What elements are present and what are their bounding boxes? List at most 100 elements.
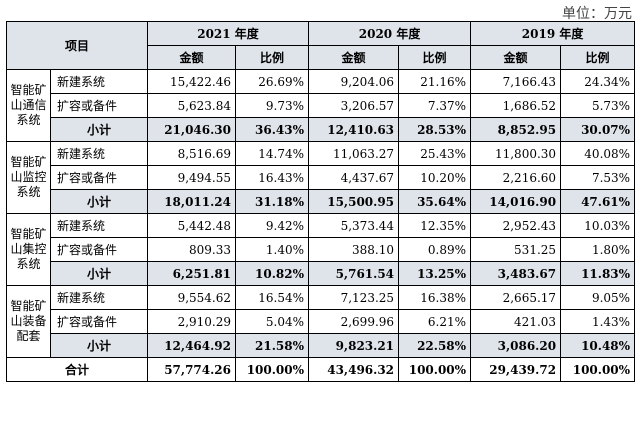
ratio-cell: 10.48% xyxy=(560,333,636,358)
amount-cell: 8,516.69 xyxy=(147,141,237,166)
amount-cell: 5,623.84 xyxy=(147,93,237,118)
amount-cell: 14,016.90 xyxy=(470,189,562,214)
ratio-cell: 40.08% xyxy=(560,141,636,166)
ratio-cell: 28.53% xyxy=(398,117,472,142)
ratio-cell: 26.69% xyxy=(235,69,310,94)
ratio-cell: 30.07% xyxy=(560,117,636,142)
subtotal-row: 小计 6,251.81 10.82% 5,761.54 13.25% 3,483.67 11… xyxy=(7,261,636,286)
ratio-cell: 10.03% xyxy=(560,213,636,238)
subtotal-label: 小计 xyxy=(49,117,149,142)
amount-cell: 29,439.72 xyxy=(470,357,562,382)
ratio-cell: 47.61% xyxy=(560,189,636,214)
item-label: 扩容或备件 xyxy=(49,93,149,118)
header-row-years: 项目 2021 年度 2020 年度 2019 年度 xyxy=(5,21,636,70)
amount-cell: 3,086.20 xyxy=(470,333,562,358)
ratio-cell: 21.58% xyxy=(235,333,310,358)
category-cell: 智能矿山通信系统 xyxy=(6,69,51,142)
ratio-cell: 13.25% xyxy=(398,261,472,286)
category-cell: 智能矿山集控系统 xyxy=(6,213,51,286)
amount-cell: 421.03 xyxy=(470,309,562,334)
category-cell: 智能矿山装备配套 xyxy=(6,285,51,358)
ratio-cell: 9.05% xyxy=(560,285,636,310)
amount-cell: 5,442.48 xyxy=(147,213,237,238)
ratio-cell: 25.43% xyxy=(398,141,472,166)
ratio-cell: 9.73% xyxy=(235,93,310,118)
amount-cell: 2,952.43 xyxy=(470,213,562,238)
ratio-cell: 7.53% xyxy=(560,165,636,190)
amount-cell: 43,496.32 xyxy=(308,357,400,382)
amount-cell: 2,665.17 xyxy=(470,285,562,310)
item-label: 新建系统 xyxy=(49,69,149,94)
amount-cell: 2,910.29 xyxy=(147,309,237,334)
header-year-2019: 2019 年度 xyxy=(470,21,636,46)
amount-cell: 21,046.30 xyxy=(147,117,237,142)
table-body: 项目 2021 年度 2020 年度 2019 年度 金额 比例 金额 比例 金… xyxy=(5,21,636,382)
ratio-cell: 21.16% xyxy=(398,69,472,94)
header-ratio: 比例 xyxy=(560,45,636,70)
amount-cell: 18,011.24 xyxy=(147,189,237,214)
ratio-cell: 0.89% xyxy=(398,237,472,262)
total-label: 合计 xyxy=(5,357,149,382)
amount-cell: 11,063.27 xyxy=(308,141,400,166)
ratio-cell: 1.43% xyxy=(560,309,636,334)
amount-cell: 8,852.95 xyxy=(470,117,562,142)
amount-cell: 12,410.63 xyxy=(308,117,400,142)
amount-cell: 4,437.67 xyxy=(308,165,400,190)
ratio-cell: 9.42% xyxy=(235,213,310,238)
amount-cell: 7,123.25 xyxy=(308,285,400,310)
ratio-cell: 7.37% xyxy=(398,93,472,118)
item-label: 扩容或备件 xyxy=(49,237,149,262)
header-ratio: 比例 xyxy=(235,45,310,70)
ratio-cell: 12.35% xyxy=(398,213,472,238)
amount-cell: 3,206.57 xyxy=(308,93,400,118)
table-row: 扩容或备件 809.33 1.40% 388.10 0.89% 531.25 1.80% xyxy=(7,237,636,262)
ratio-cell: 36.43% xyxy=(235,117,310,142)
ratio-cell: 5.73% xyxy=(560,93,636,118)
table-row: 扩容或备件 2,910.29 5.04% 2,699.96 6.21% 421.03 1.4… xyxy=(7,309,636,334)
table-row: 智能矿山集控系统 新建系统 5,442.48 9.42% 5,373.44 12.35% 2… xyxy=(6,213,636,286)
amount-cell: 2,216.60 xyxy=(470,165,562,190)
ratio-cell: 16.43% xyxy=(235,165,310,190)
amount-cell: 15,422.46 xyxy=(147,69,237,94)
table-row: 扩容或备件 9,494.55 16.43% 4,437.67 10.20% 2,216.6… xyxy=(7,165,636,190)
amount-cell: 388.10 xyxy=(308,237,400,262)
item-label: 扩容或备件 xyxy=(49,165,149,190)
header-year-2021: 2021 年度 xyxy=(147,21,310,46)
ratio-cell: 100.00% xyxy=(235,357,310,382)
amount-cell: 531.25 xyxy=(470,237,562,262)
header-year-2020: 2020 年度 xyxy=(308,21,472,46)
table-row: 智能矿山装备配套 新建系统 9,554.62 16.54% 7,123.25 16.38%… xyxy=(6,285,636,358)
amount-cell: 9,823.21 xyxy=(308,333,400,358)
amount-cell: 7,166.43 xyxy=(470,69,562,94)
ratio-cell: 6.21% xyxy=(398,309,472,334)
category-cell: 智能矿山监控系统 xyxy=(6,141,51,214)
ratio-cell: 16.54% xyxy=(235,285,310,310)
item-label: 新建系统 xyxy=(49,285,149,310)
ratio-cell: 10.82% xyxy=(235,261,310,286)
ratio-cell: 24.34% xyxy=(560,69,636,94)
table-row: 智能矿山通信系统 新建系统 15,422.46 26.69% 9,204.06 21.16… xyxy=(6,69,636,142)
revenue-table: 项目 2021 年度 2020 年度 2019 年度 金额 比例 金额 比例 金… xyxy=(5,21,636,382)
ratio-cell: 14.74% xyxy=(235,141,310,166)
subtotal-label: 小计 xyxy=(49,189,149,214)
header-amount: 金额 xyxy=(308,45,400,70)
total-row: 合计 57,774.26 100.00% 43,496.32 100.00% 29,439… xyxy=(5,357,636,382)
item-label: 新建系统 xyxy=(49,141,149,166)
ratio-cell: 5.04% xyxy=(235,309,310,334)
amount-cell: 3,483.67 xyxy=(470,261,562,286)
subtotal-row: 小计 21,046.30 36.43% 12,410.63 28.53% 8,852.95… xyxy=(7,117,636,142)
header-ratio: 比例 xyxy=(398,45,472,70)
table-row: 智能矿山监控系统 新建系统 8,516.69 14.74% 11,063.27 25.43… xyxy=(6,141,636,214)
amount-cell: 5,761.54 xyxy=(308,261,400,286)
header-row-metrics: 金额 比例 金额 比例 金额 比例 xyxy=(7,45,636,70)
ratio-cell: 100.00% xyxy=(560,357,636,382)
amount-cell: 809.33 xyxy=(147,237,237,262)
header-amount: 金额 xyxy=(470,45,562,70)
table-row: 扩容或备件 5,623.84 9.73% 3,206.57 7.37% 1,686.52 5… xyxy=(7,93,636,118)
subtotal-label: 小计 xyxy=(49,333,149,358)
amount-cell: 57,774.26 xyxy=(147,357,237,382)
ratio-cell: 1.80% xyxy=(560,237,636,262)
ratio-cell: 11.83% xyxy=(560,261,636,286)
amount-cell: 9,204.06 xyxy=(308,69,400,94)
ratio-cell: 100.00% xyxy=(398,357,472,382)
